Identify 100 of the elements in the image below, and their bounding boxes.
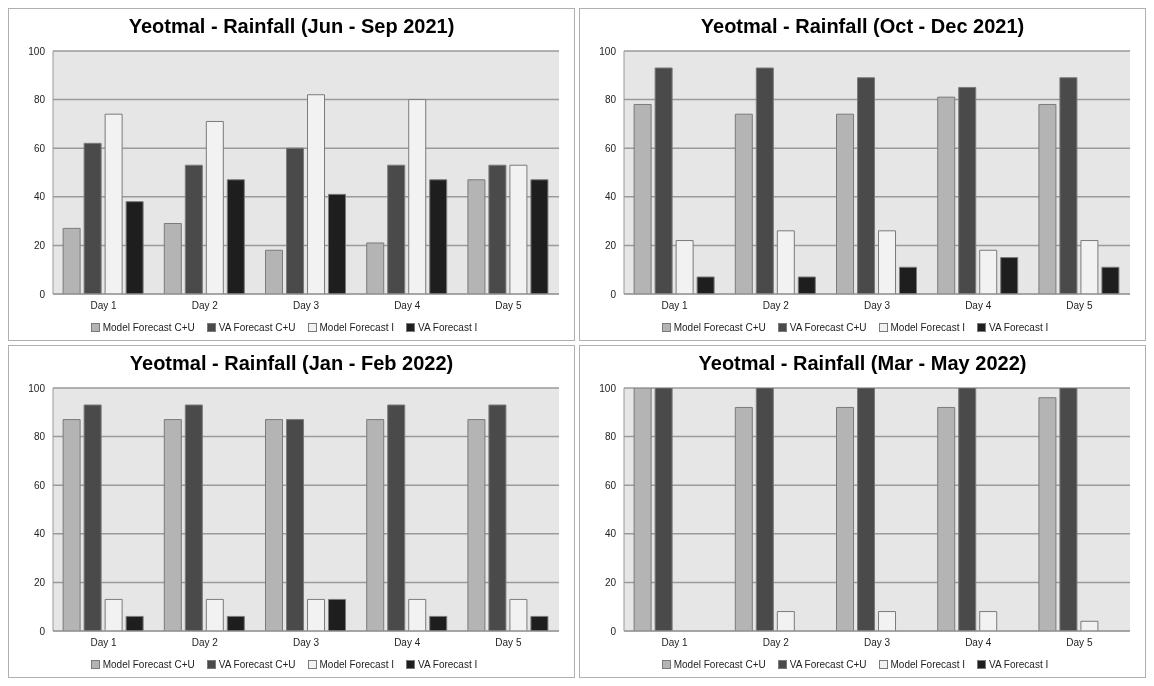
- chart-title: Yeotmal - Rainfall (Mar - May 2022): [697, 352, 1028, 376]
- x-tick-label: Day 2: [191, 637, 219, 649]
- x-tick-label: Day 3: [292, 637, 320, 649]
- legend-label: Model Forecast C+U: [102, 322, 195, 333]
- y-tick-label: 40: [604, 191, 617, 203]
- bar: [184, 164, 203, 294]
- bar: [836, 113, 855, 294]
- bar: [125, 201, 144, 294]
- x-tick-label: Day 3: [863, 300, 891, 312]
- legend-label: Model Forecast C+U: [673, 322, 766, 333]
- bar: [387, 404, 406, 631]
- y-tick-label: 100: [599, 45, 617, 57]
- bar: [696, 276, 715, 294]
- legend-label: VA Forecast I: [417, 322, 478, 333]
- bar: [633, 388, 652, 631]
- chart-title: Yeotmal - Rainfall (Jun - Sep 2021): [127, 15, 456, 39]
- bar: [836, 406, 855, 631]
- bar: [328, 598, 347, 631]
- bar: [467, 419, 486, 631]
- bar: [1038, 397, 1057, 631]
- y-tick-label: 0: [610, 625, 617, 637]
- x-tick-label: Day 2: [191, 300, 219, 312]
- y-tick-label: 40: [33, 528, 46, 540]
- x-tick-label: Day 3: [292, 300, 320, 312]
- bar: [797, 276, 816, 294]
- x-tick-label: Day 5: [495, 637, 522, 649]
- legend-label: VA Forecast C+U: [789, 659, 867, 670]
- bar: [286, 419, 305, 631]
- y-tick-label: 100: [28, 382, 46, 394]
- chart-title: Yeotmal - Rainfall (Oct - Dec 2021): [699, 15, 1026, 39]
- x-tick-label: Day 4: [394, 637, 421, 649]
- y-tick-label: 0: [39, 625, 46, 637]
- y-tick-label: 0: [610, 288, 617, 300]
- bar: [366, 242, 385, 294]
- y-tick-label: 0: [39, 288, 46, 300]
- legend-label: VA Forecast I: [988, 659, 1049, 670]
- y-tick-label: 20: [604, 239, 617, 251]
- bar: [328, 193, 347, 294]
- legend-label: Model Forecast C+U: [673, 659, 766, 670]
- x-tick-label: Day 4: [394, 300, 421, 312]
- bar: [1038, 103, 1057, 294]
- x-tick-label: Day 1: [90, 300, 118, 312]
- bar: [226, 615, 245, 631]
- y-tick-label: 60: [33, 479, 46, 491]
- bar: [1000, 257, 1019, 294]
- chart-title: Yeotmal - Rainfall (Jan - Feb 2022): [128, 352, 455, 376]
- y-tick-label: 80: [604, 94, 617, 106]
- x-tick-label: Day 2: [762, 300, 790, 312]
- legend-label: VA Forecast C+U: [789, 322, 867, 333]
- x-tick-label: Day 1: [90, 637, 118, 649]
- x-tick-label: Day 5: [1066, 637, 1093, 649]
- bar: [1101, 266, 1120, 294]
- legend-label: Model Forecast I: [890, 322, 965, 333]
- bar: [857, 77, 876, 294]
- bar: [467, 179, 486, 294]
- bar: [184, 404, 203, 631]
- bar: [755, 388, 774, 631]
- x-tick-label: Day 1: [661, 300, 689, 312]
- bar: [265, 249, 284, 294]
- y-tick-label: 60: [33, 142, 46, 154]
- bar: [265, 419, 284, 631]
- x-tick-label: Day 4: [965, 637, 992, 649]
- bar: [387, 164, 406, 294]
- x-tick-label: Day 2: [762, 637, 790, 649]
- bar: [429, 615, 448, 631]
- bar: [958, 86, 977, 294]
- bar: [429, 179, 448, 294]
- y-tick-label: 40: [33, 191, 46, 203]
- bar: [958, 388, 977, 631]
- legend-label: VA Forecast C+U: [218, 322, 296, 333]
- bar: [163, 223, 182, 294]
- bar: [937, 96, 956, 294]
- legend-label: VA Forecast I: [988, 322, 1049, 333]
- bar: [83, 142, 102, 294]
- y-tick-label: 100: [28, 45, 46, 57]
- bar: [937, 406, 956, 631]
- bar: [62, 419, 81, 631]
- bar: [857, 388, 876, 631]
- bar: [654, 388, 673, 631]
- legend-label: VA Forecast C+U: [218, 659, 296, 670]
- y-tick-label: 20: [604, 576, 617, 588]
- x-tick-label: Day 4: [965, 300, 992, 312]
- bar: [755, 67, 774, 294]
- y-tick-label: 20: [33, 239, 46, 251]
- bar: [226, 179, 245, 294]
- bar: [488, 164, 507, 294]
- x-tick-label: Day 5: [495, 300, 522, 312]
- bar: [163, 419, 182, 631]
- x-tick-label: Day 3: [863, 637, 891, 649]
- y-tick-label: 20: [33, 576, 46, 588]
- bar: [366, 419, 385, 631]
- legend-label: Model Forecast C+U: [102, 659, 195, 670]
- bar: [734, 406, 753, 631]
- bar: [654, 67, 673, 294]
- y-tick-label: 100: [599, 382, 617, 394]
- bar: [488, 404, 507, 631]
- bar: [530, 615, 549, 631]
- bar: [1059, 388, 1078, 631]
- bar: [83, 404, 102, 631]
- legend-label: VA Forecast I: [417, 659, 478, 670]
